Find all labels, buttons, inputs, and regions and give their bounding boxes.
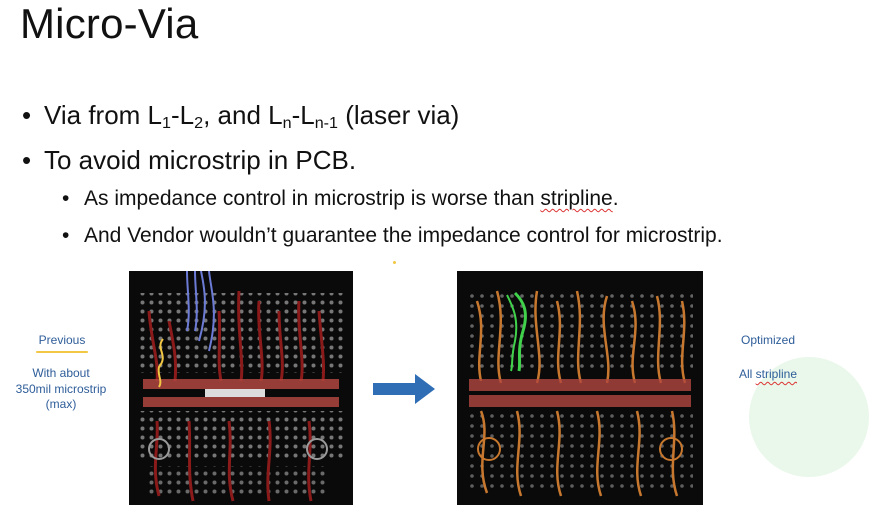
bullet-dot: • [22, 100, 32, 130]
bullet-2: • To avoid microstrip in PCB. [22, 147, 356, 173]
optimized-label: Optimized [740, 333, 796, 347]
bullet-1: • Via from L1-L2, and Ln-Ln-1 (laser via) [22, 100, 460, 131]
arrow-right-icon [373, 374, 435, 404]
subscript-2: 2 [194, 114, 204, 133]
stripline-word: stripline [540, 187, 613, 210]
sub-bullet-dot: • [62, 224, 70, 247]
sub-bullet-1-text: As impedance control in microstrip is wo… [84, 187, 541, 210]
previous-label: Previous [30, 333, 94, 353]
bullet-2-text: To avoid microstrip in PCB. [44, 145, 357, 175]
slide-title: Micro-Via [20, 0, 199, 47]
bullet-1-suffix: (laser via) [337, 100, 460, 130]
subscript-n: n [282, 114, 292, 133]
sub-bullet-2-text: And Vendor wouldn’t guarantee the impeda… [84, 224, 723, 247]
subscript-1: 1 [162, 114, 171, 133]
sub-bullet-1: • As impedance control in microstrip is w… [62, 188, 619, 209]
highlight-dot [393, 261, 396, 264]
bullet-1-dash-2: -L [291, 100, 315, 130]
bullet-1-mid: , and L [203, 100, 283, 130]
bullet-1-dash-1: -L [170, 100, 195, 130]
previous-note: With about 350mil microstrip (max) [15, 366, 107, 412]
sub-bullet-1-end: . [612, 187, 619, 210]
bullet-dot: • [22, 145, 32, 175]
subscript-n-1: n-1 [314, 114, 338, 133]
decorative-circle [749, 357, 869, 477]
bullet-1-prefix: Via from L [44, 100, 163, 130]
sub-bullet-2: • And Vendor wouldn’t guarantee the imped… [62, 225, 723, 246]
pcb-image-optimized [457, 271, 703, 505]
optimized-note: All stripline [738, 367, 798, 381]
pcb-image-previous [129, 271, 353, 505]
pcb-layout-previous-graphic [129, 271, 353, 505]
pcb-layout-optimized-graphic [457, 271, 703, 505]
stripline-word-caption: stripline [755, 367, 798, 381]
previous-highlight [36, 350, 88, 353]
sub-bullet-dot: • [62, 187, 70, 210]
